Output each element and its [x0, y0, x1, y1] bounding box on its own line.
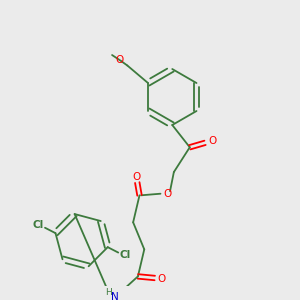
- Text: O: O: [164, 189, 172, 199]
- Text: N: N: [111, 292, 119, 300]
- Text: O: O: [132, 172, 140, 182]
- Text: O: O: [158, 274, 166, 284]
- Text: Cl: Cl: [32, 220, 44, 230]
- Text: Cl: Cl: [120, 250, 131, 260]
- Text: H: H: [105, 289, 112, 298]
- Text: O: O: [115, 55, 124, 65]
- Text: O: O: [208, 136, 216, 146]
